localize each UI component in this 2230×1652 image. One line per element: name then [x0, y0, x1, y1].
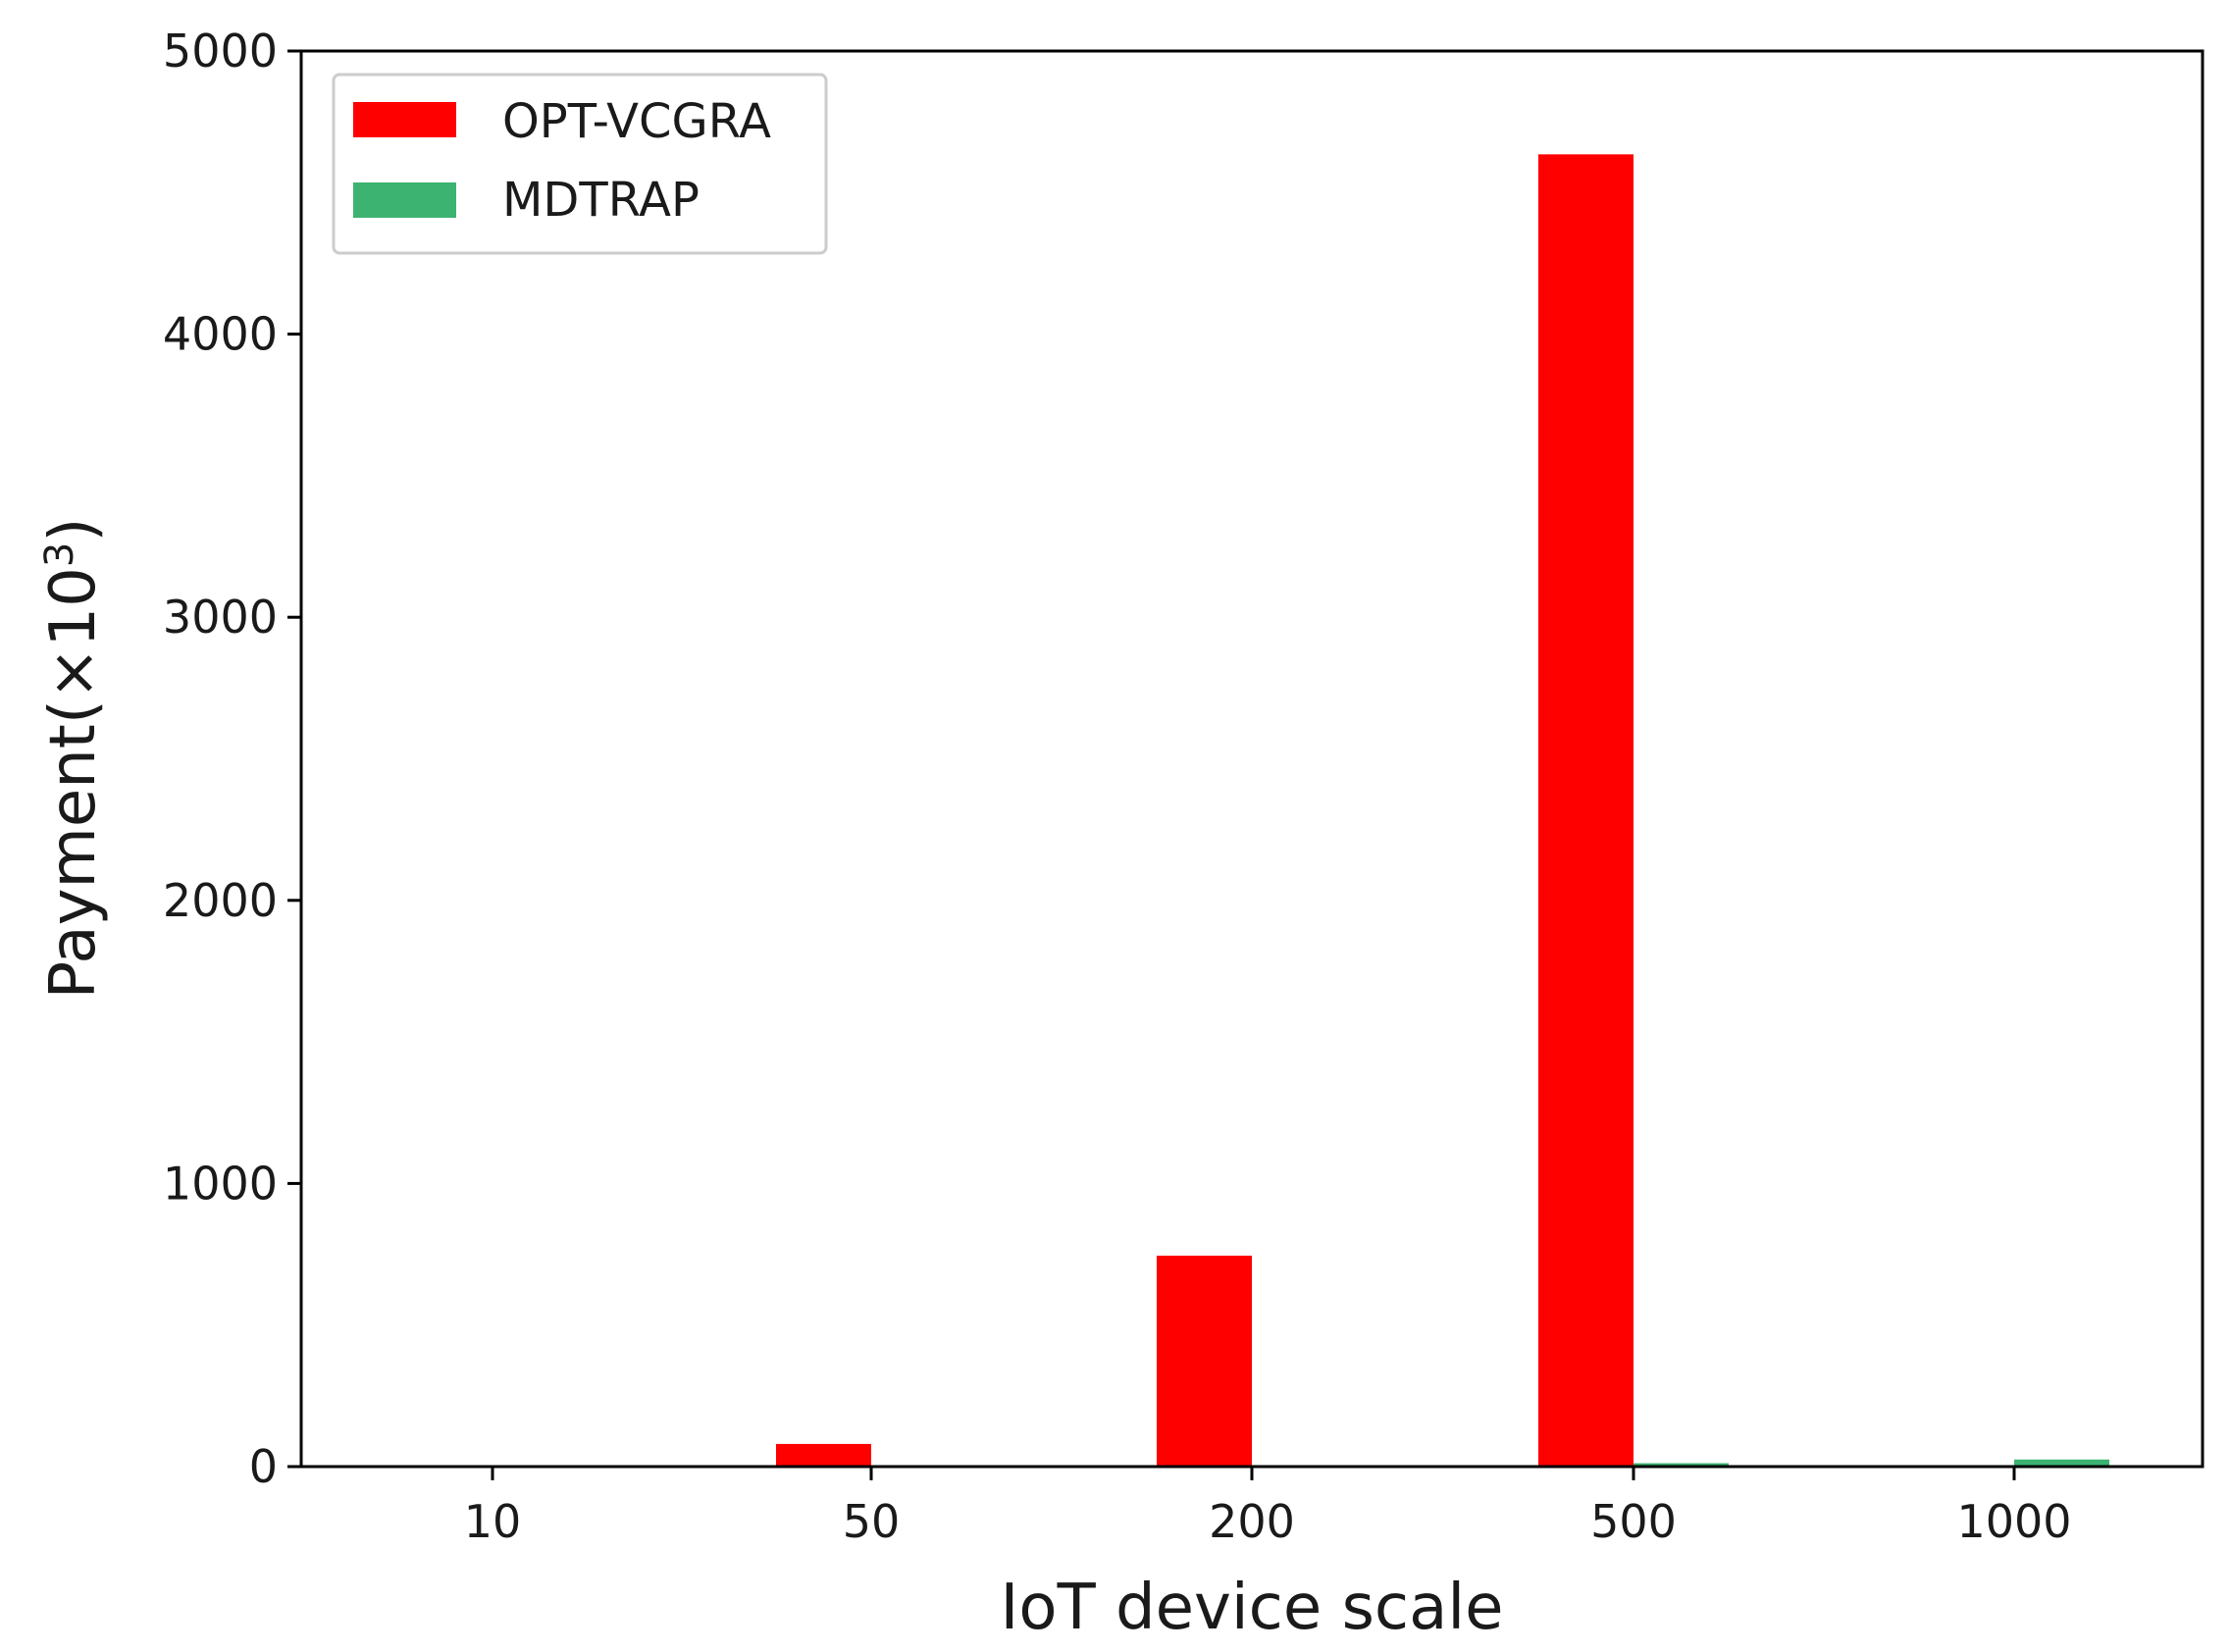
y-axis-title-superscript: 3 [37, 542, 82, 567]
x-tick-label: 1000 [1956, 1495, 2071, 1548]
y-tick-label: 2000 [163, 874, 278, 927]
x-tick-label: 10 [464, 1495, 522, 1548]
x-axis-ticks: 10 50 200 500 1000 [464, 1467, 2072, 1548]
x-axis-title: IoT device scale [1001, 1572, 1504, 1644]
legend-label-opt-vcgra: OPT-VCGRA [502, 94, 771, 149]
legend-swatch-opt-vcgra [353, 102, 456, 137]
y-tick-label: 0 [249, 1440, 278, 1493]
legend-box [332, 73, 828, 255]
legend: OPT-VCGRA MDTRAP [332, 73, 828, 255]
bar-opt-vcgra-50 [776, 1443, 871, 1467]
y-tick-label: 1000 [163, 1157, 278, 1210]
legend-swatch-mdtrap [353, 182, 456, 218]
x-tick-label: 500 [1590, 1495, 1677, 1548]
y-axis-title-end: ) [37, 518, 110, 542]
y-tick-label: 4000 [163, 308, 278, 361]
legend-label-mdtrap: MDTRAP [502, 173, 700, 228]
plot-frame [299, 49, 2204, 1469]
y-axis-ticks: 0 1000 2000 3000 4000 5000 [163, 25, 301, 1493]
x-tick-label: 50 [843, 1495, 901, 1548]
y-axis-title: Payment(×103) [37, 518, 110, 1000]
bar-mdtrap-1000 [2014, 1459, 2109, 1467]
bar-opt-vcgra-500 [1538, 154, 1634, 1468]
y-tick-label: 5000 [163, 25, 278, 77]
bars-group [776, 154, 2109, 1468]
y-tick-label: 3000 [163, 591, 278, 644]
bar-mdtrap-500 [1634, 1463, 1729, 1467]
x-tick-label: 200 [1209, 1495, 1295, 1548]
y-axis-title-main: Payment(×10 [37, 567, 110, 999]
bar-opt-vcgra-200 [1157, 1255, 1252, 1467]
